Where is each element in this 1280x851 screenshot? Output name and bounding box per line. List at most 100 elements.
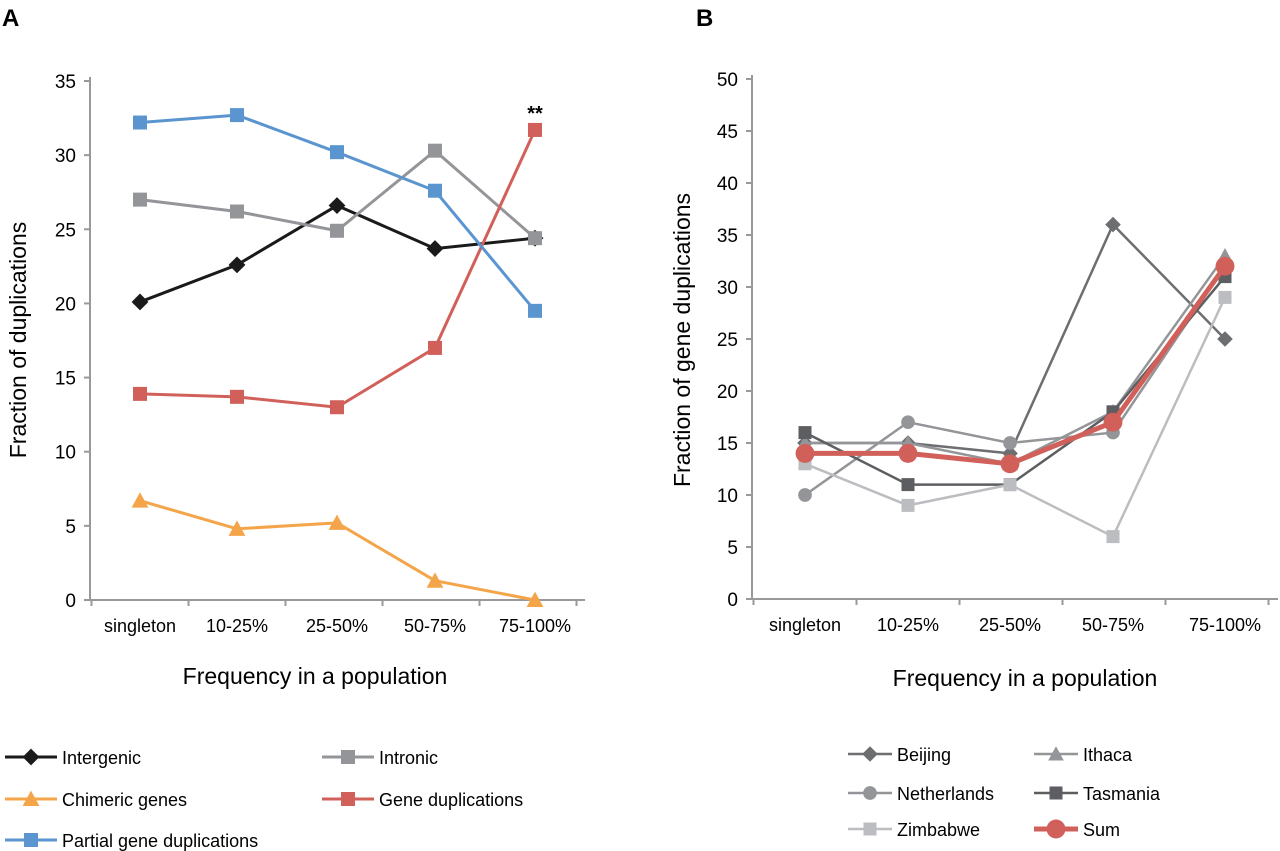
data-point: [1215, 256, 1235, 276]
data-point: [1003, 436, 1017, 450]
legend-marker: [1048, 746, 1064, 761]
data-point: [1003, 478, 1017, 492]
data-point: [1002, 445, 1018, 462]
data-point: [230, 389, 244, 404]
data-point: [428, 183, 442, 198]
data-point: [133, 192, 147, 207]
y-tick-label: 10: [55, 443, 76, 464]
data-point: [798, 488, 812, 502]
data-point: [528, 122, 542, 137]
data-point: [230, 108, 244, 123]
legend-marker: [1049, 786, 1063, 800]
data-point: [328, 197, 346, 214]
y-tick-label: 40: [717, 174, 738, 195]
x-tick-label: 25-50%: [306, 616, 368, 636]
data-point: [328, 514, 346, 530]
x-tick-label: 50-75%: [1082, 615, 1144, 635]
data-point: [228, 256, 246, 274]
data-point: [798, 426, 812, 440]
data-point: [901, 498, 915, 512]
legend-marker: [863, 822, 877, 836]
y-tick-label: 10: [717, 486, 738, 507]
legend-label: Netherlands: [897, 784, 994, 804]
series-line-beijing: [805, 222, 1226, 455]
data-point: [230, 204, 244, 219]
data-point: [428, 340, 442, 355]
data-point: [426, 240, 444, 257]
series-line-gene-duplications: [139, 129, 537, 409]
data-point: [1217, 331, 1233, 347]
data-point: [428, 143, 442, 158]
data-point: [528, 303, 542, 318]
legend-marker: [341, 792, 355, 806]
legend-label: Intronic: [379, 748, 438, 768]
data-point: [330, 400, 344, 415]
x-tick-label: 75-100%: [499, 616, 571, 636]
data-point: [1103, 412, 1123, 432]
y-axis-title: Fraction of gene duplications: [669, 193, 695, 487]
legend-label: Ithaca: [1083, 745, 1133, 765]
data-point: [228, 520, 246, 536]
series-line-zimbabwe: [804, 296, 1227, 539]
data-point: [1105, 216, 1121, 233]
data-point: [1106, 530, 1120, 544]
legend-marker: [22, 748, 40, 766]
data-point: [898, 443, 918, 463]
x-tick-label: 75-100%: [1189, 615, 1261, 635]
y-axis-title: Fraction of duplications: [5, 222, 31, 459]
data-point: [901, 415, 915, 430]
legend-label: Partial gene duplications: [62, 831, 258, 851]
legend-marker: [22, 790, 40, 806]
data-point: [131, 293, 149, 311]
y-tick-label: 15: [55, 369, 76, 390]
x-tick-label: 10-25%: [877, 615, 939, 635]
y-tick-label: 30: [55, 146, 76, 167]
data-point: [1218, 290, 1232, 304]
legend-label: Chimeric genes: [62, 790, 187, 810]
data-point: [526, 591, 544, 607]
y-tick-label: 20: [55, 294, 76, 315]
y-tick-label: 45: [717, 122, 738, 143]
y-tick-label: 15: [717, 434, 738, 455]
legend-marker: [863, 786, 877, 800]
legend-marker: [862, 746, 878, 762]
data-point: [330, 145, 344, 160]
y-tick-label: 0: [65, 591, 76, 612]
x-tick-label: 10-25%: [206, 616, 268, 636]
y-tick-label: 50: [717, 70, 738, 91]
legend-label: Beijing: [897, 745, 951, 765]
y-tick-label: 35: [717, 226, 738, 247]
y-tick-label: 35: [55, 72, 76, 93]
legend-label: Sum: [1083, 820, 1120, 840]
x-tick-label: 25-50%: [979, 615, 1041, 635]
y-tick-label: 30: [717, 278, 738, 299]
y-tick-label: 25: [717, 330, 738, 351]
y-tick-label: 20: [717, 382, 738, 403]
data-point: [133, 115, 147, 130]
legend-label: Gene duplications: [379, 790, 523, 810]
series-line-intergenic: [139, 203, 536, 304]
data-point: [901, 478, 915, 492]
y-tick-label: 0: [727, 590, 738, 611]
x-tick-label: 50-75%: [404, 616, 466, 636]
x-tick-label: singleton: [769, 615, 841, 635]
y-tick-label: 5: [65, 517, 76, 538]
x-axis-title: Frequency in a population: [183, 663, 448, 689]
data-point: [330, 223, 344, 238]
data-point: [426, 572, 444, 588]
data-point: [528, 231, 542, 246]
legend-label: Zimbabwe: [897, 820, 980, 840]
significance-annotation: **: [527, 103, 543, 125]
legend-marker: [1046, 819, 1066, 839]
legend-marker: [24, 833, 38, 847]
data-point: [1000, 454, 1020, 474]
data-point: [795, 443, 815, 463]
x-axis-title: Frequency in a population: [893, 665, 1158, 691]
legend-label: Intergenic: [62, 748, 141, 768]
data-point: [131, 492, 149, 508]
panel-label-a: A: [2, 5, 19, 32]
legend-marker: [341, 750, 355, 764]
legend-label: Tasmania: [1083, 784, 1161, 804]
panel-label-b: B: [696, 5, 713, 32]
